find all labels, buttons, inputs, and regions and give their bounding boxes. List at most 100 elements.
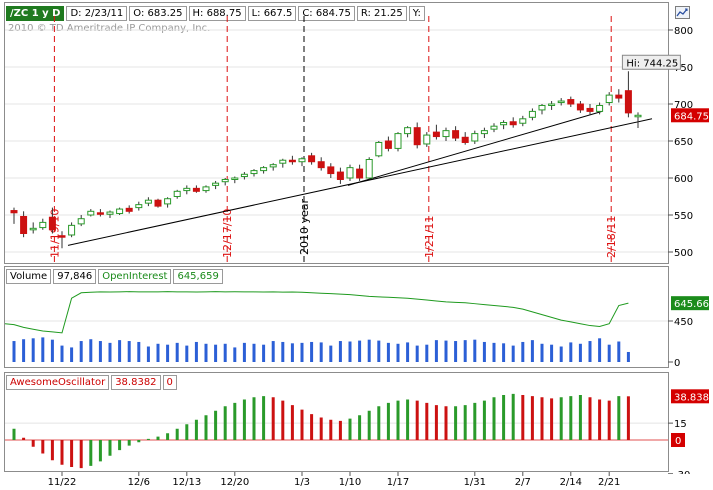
ao-bar (89, 440, 93, 466)
low-readout: L: 667.5 (247, 5, 297, 21)
symbol-label[interactable]: /ZC 1 y D (6, 5, 65, 21)
candle-up (39, 221, 47, 229)
volume-bar (127, 341, 131, 362)
volume-bar (118, 340, 122, 362)
volume-bar (175, 342, 179, 362)
ao-bar (175, 428, 179, 440)
volume-pane[interactable] (4, 266, 669, 368)
candle-down (192, 187, 200, 192)
ao-bar (348, 418, 352, 440)
ao-bar (223, 406, 227, 440)
candle-down (336, 171, 344, 180)
volume-bar (406, 342, 410, 362)
open-interest-label[interactable]: OpenInterest (98, 268, 172, 284)
candle-down (509, 121, 517, 126)
ao-bar (12, 428, 16, 440)
open-readout: O: 683.25 (129, 5, 187, 21)
ao-bar (530, 396, 534, 440)
price-chart[interactable]: 11/19/10 12/17/10 2010 year 1/21/11 2/18/11 … (0, 0, 713, 265)
time-tick-label: 1/17 (387, 477, 409, 488)
ao-zero-badge (671, 433, 685, 447)
candle-down (327, 166, 335, 175)
y-readout: Y: (408, 5, 425, 21)
candle-up (173, 190, 181, 198)
candle-down (96, 212, 104, 215)
volume-bar (454, 341, 458, 362)
candle-down (432, 131, 440, 138)
candle-up (231, 177, 239, 180)
volume-bar (262, 344, 266, 362)
candle-up (298, 158, 306, 163)
volume-bar (137, 341, 141, 362)
candle-up (250, 170, 258, 175)
volume-bar (588, 341, 592, 362)
volume-bar (367, 339, 371, 362)
candle-down (20, 215, 28, 234)
volume-bar (98, 341, 102, 362)
candle-up (538, 104, 546, 111)
event-label: 2/18/11 (605, 216, 618, 258)
volume-bar (281, 341, 285, 362)
volume-chart[interactable]: 450 0 645.66 (0, 266, 713, 370)
price-tick-label: 800 (674, 26, 693, 37)
volume-label[interactable]: Volume (6, 268, 52, 284)
candle-up (634, 114, 642, 118)
volume-bar (233, 347, 237, 362)
open-interest-value: 645,659 (173, 268, 223, 284)
volume-bar (444, 340, 448, 362)
ao-bar (386, 402, 390, 440)
price-pane[interactable] (4, 2, 669, 264)
candle-up (596, 104, 604, 112)
ao-label[interactable]: AwesomeOscillator (6, 374, 110, 390)
ao-chart[interactable]: 15 -30 38.838 0 (0, 372, 713, 474)
chart-settings-button[interactable] (675, 6, 690, 19)
ao-bar (137, 440, 141, 443)
ao-bar (425, 402, 429, 440)
time-tick-label: 11/22 (48, 477, 77, 488)
volume-bar (617, 341, 621, 362)
ao-bar (214, 410, 218, 440)
volume-bar (89, 339, 93, 362)
ao-bar (50, 440, 54, 461)
candle-up (87, 210, 95, 216)
candle-up (346, 167, 354, 179)
ao-bar (607, 400, 611, 440)
ao-bar (166, 433, 170, 440)
ao-bar (415, 400, 419, 440)
time-tick-label: 12/6 (128, 477, 150, 488)
volume-value: 97,846 (53, 268, 97, 284)
high-readout: H: 688.75 (188, 5, 246, 21)
volume-bar (108, 342, 112, 362)
candle-up (77, 218, 85, 225)
candle-up (202, 186, 210, 192)
candle-up (144, 199, 152, 204)
candle-down (356, 168, 364, 179)
candle-up (375, 141, 383, 157)
ao-bar (492, 397, 496, 440)
ao-bar (482, 400, 486, 440)
ao-bar (70, 440, 74, 467)
time-tick-label: 2/14 (560, 477, 582, 488)
high-label-box (621, 54, 681, 70)
ao-bar (454, 406, 458, 440)
candle-up (480, 130, 488, 135)
volume-bar (300, 342, 304, 362)
volume-bar (156, 343, 160, 362)
candle-up (240, 173, 248, 178)
ao-bar (262, 396, 266, 440)
candle-up (116, 208, 124, 215)
volume-bar (482, 341, 486, 362)
ao-bar (434, 405, 438, 440)
open-interest-badge (671, 296, 709, 311)
candle-up (528, 110, 536, 118)
volume-bar (626, 351, 630, 362)
price-tick-label: 700 (674, 100, 693, 111)
ao-bar (98, 440, 102, 462)
candle-down (317, 161, 325, 169)
ao-bar (252, 397, 256, 440)
time-axis[interactable]: 11/22 12/6 12/13 12/20 1/3 1/10 1/17 1/31 2/7 2/1… (0, 472, 713, 490)
volume-bar (166, 344, 170, 362)
ao-bar (473, 402, 477, 440)
event-label: 11/19/10 (48, 209, 61, 258)
ao-pane[interactable] (4, 372, 669, 472)
